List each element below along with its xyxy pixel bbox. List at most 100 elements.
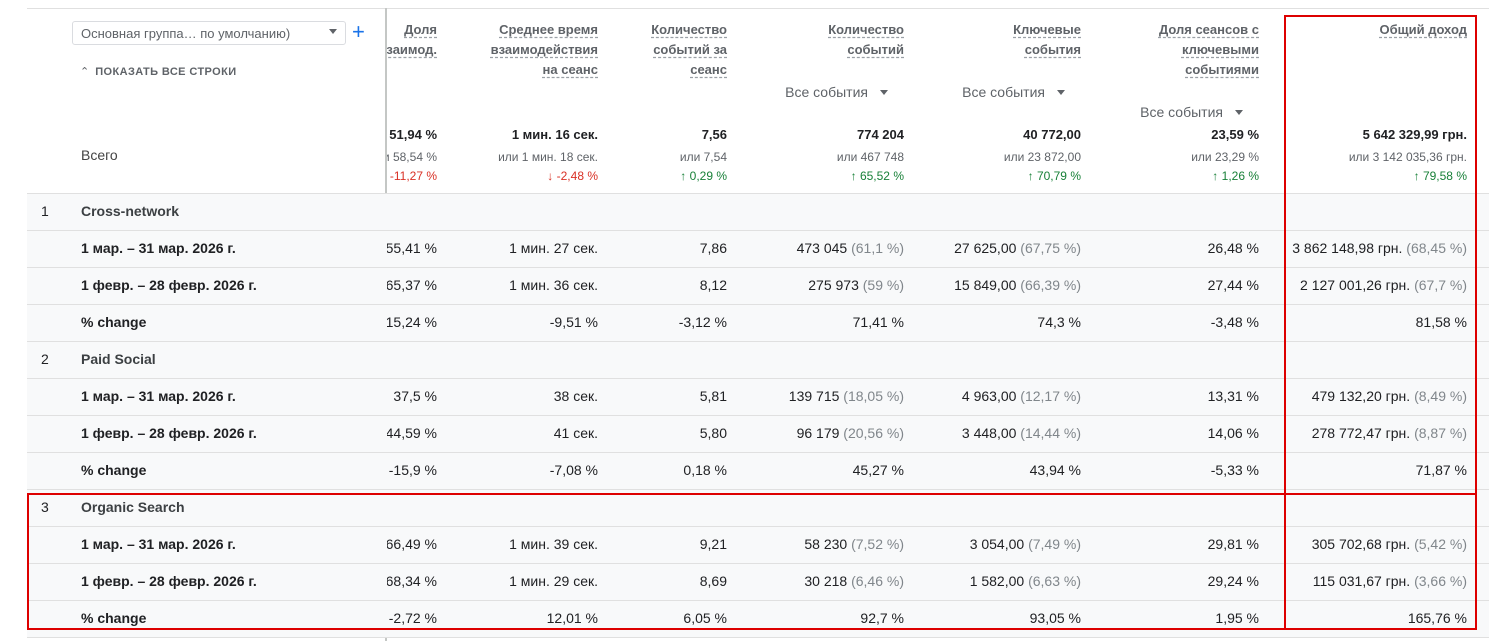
event-filter-text: Все события [1140,104,1223,120]
column-header: ключевыми [1181,42,1259,57]
row-label: 1 февр. – 28 февр. 2026 г. [81,425,257,441]
event-filter[interactable]: Все события [962,82,1067,102]
metric-cell: -5,33 % [1211,462,1259,478]
metric-value: 68,34 % [387,573,437,589]
metric-cell: 473 045 (61,1 %) [797,240,904,256]
metric-value: 92,7 % [860,610,904,626]
totals-label: Всего [81,147,118,163]
metric-value: 7,86 [699,240,727,256]
metric-cell: 3 862 148,98 грн. (68,45 %) [1292,240,1467,256]
row-label: 1 февр. – 28 февр. 2026 г. [81,277,257,293]
metric-cell: -2,72 % [389,610,437,626]
metric-cell: 2 127 001,26 грн. (67,7 %) [1300,277,1467,293]
event-filter[interactable]: Все события [785,82,890,102]
metric-cell: 37,5 % [393,388,437,404]
caret [329,29,337,34]
metric-value: 43,94 % [1029,462,1081,478]
metric-value: 1 мин. 39 сек. [509,536,598,552]
metric-value: -3,48 % [1210,314,1259,330]
metric-value: 45,27 % [852,462,904,478]
table-row [27,526,1489,564]
total-change: ↑ 65,52 % [850,169,904,183]
metric-cell: 275 973 (59 %) [808,277,904,293]
metric-cell: 4 963,00 (12,17 %) [962,388,1081,404]
metric-value: 37,5 % [393,388,437,404]
metric-value: 93,05 % [1029,610,1081,626]
metric-value: -7,08 % [549,462,598,478]
metric-value: 1 мин. 29 сек. [509,573,598,589]
metric-cell: 96 179 (20,56 %) [797,425,904,441]
metric-value: 58 230 [804,536,848,552]
column-header: Количество [828,22,904,37]
metric-value: 3 862 148,98 грн. [1292,240,1403,256]
row-label: % change [81,462,147,478]
metric-cell: 92,7 % [860,610,904,626]
total-value: 774 204 [857,127,904,142]
metric-share: (5,42 %) [1414,536,1467,552]
add-dimension[interactable]: + [352,19,365,44]
metric-cell: 43,94 % [1030,462,1081,478]
metric-value: 15,24 % [387,314,437,330]
metric-value: 26,48 % [1207,240,1259,256]
table-row [27,452,1489,490]
metric-cell: 93,05 % [1030,610,1081,626]
column-header: Ключевые [1013,22,1081,37]
dimension-select-text: Основная группа… по умолчанию) [81,26,291,41]
metric-cell: 8,12 [700,277,727,293]
table-row-border [27,637,1489,638]
total-change-text: 65,52 % [859,169,904,183]
metric-share: (66,39 %) [1020,277,1081,293]
metric-share: (6,63 %) [1028,573,1081,589]
metric-value: 1,95 % [1215,610,1259,626]
metric-share: (8,87 %) [1414,425,1467,441]
metric-cell: 3 448,00 (14,44 %) [962,425,1081,441]
metric-cell: 14,06 % [1208,425,1259,441]
row-label: % change [81,314,147,330]
metric-cell: 66,49 % [387,536,437,552]
total-value: 1 мин. 16 сек. [511,127,598,142]
metric-value: 0,18 % [683,462,727,478]
metric-cell: 139 715 (18,05 %) [789,388,904,404]
column-header: событий за [653,42,727,57]
metric-value: 14,06 % [1207,425,1259,441]
highlight-rows [27,493,1477,630]
metric-cell: 81,58 % [1416,314,1467,330]
table-row [27,489,1489,527]
show-all-rows-text: ПОКАЗАТЬ ВСЕ СТРОКИ [95,66,237,78]
row-label: 1 мар. – 31 мар. 2026 г. [81,240,236,256]
metric-value: 479 132,20 грн. [1311,388,1411,404]
metric-value: 12,01 % [546,610,598,626]
metric-cell: 7,86 [700,240,727,256]
metric-cell: 15,24 % [387,314,437,330]
metric-value: -9,51 % [549,314,598,330]
metric-value: 38 сек. [553,388,598,404]
metric-cell: 38 сек. [554,388,598,404]
metric-cell: 278 772,47 грн. (8,87 %) [1312,425,1467,441]
metric-value: 3 448,00 [961,425,1017,441]
column-header: на сеанс [542,62,598,77]
metric-value: -2,72 % [388,610,437,626]
group-name: Paid Social [81,351,156,367]
show-all-rows[interactable]: ⌃ ПОКАЗАТЬ ВСЕ СТРОКИ [80,66,237,78]
column-header: взаимод. [387,42,437,57]
event-filter[interactable]: Все события [1140,102,1245,122]
metric-value: 81,58 % [1415,314,1467,330]
metric-cell: 55,41 % [387,240,437,256]
total-value: 40 772,00 [1023,127,1081,142]
metric-value: 139 715 [788,388,840,404]
metric-cell: 1 мин. 39 сек. [509,536,598,552]
dimension-select[interactable]: Основная группа… по умолчанию) [72,21,346,45]
metric-value: 13,31 % [1207,388,1259,404]
total-value: 7,56 [701,127,727,142]
table-row [27,415,1489,453]
metric-share: (6,46 %) [851,573,904,589]
metric-value: 5,80 [699,425,727,441]
metric-value: 4 963,00 [961,388,1017,404]
table-row [27,600,1489,638]
metric-cell: 26,48 % [1208,240,1259,256]
column-header: Доля [404,22,437,37]
caret [1235,110,1243,115]
metric-value: 115 031,67 грн. [1312,573,1411,589]
metric-share: (67,75 %) [1020,240,1081,256]
